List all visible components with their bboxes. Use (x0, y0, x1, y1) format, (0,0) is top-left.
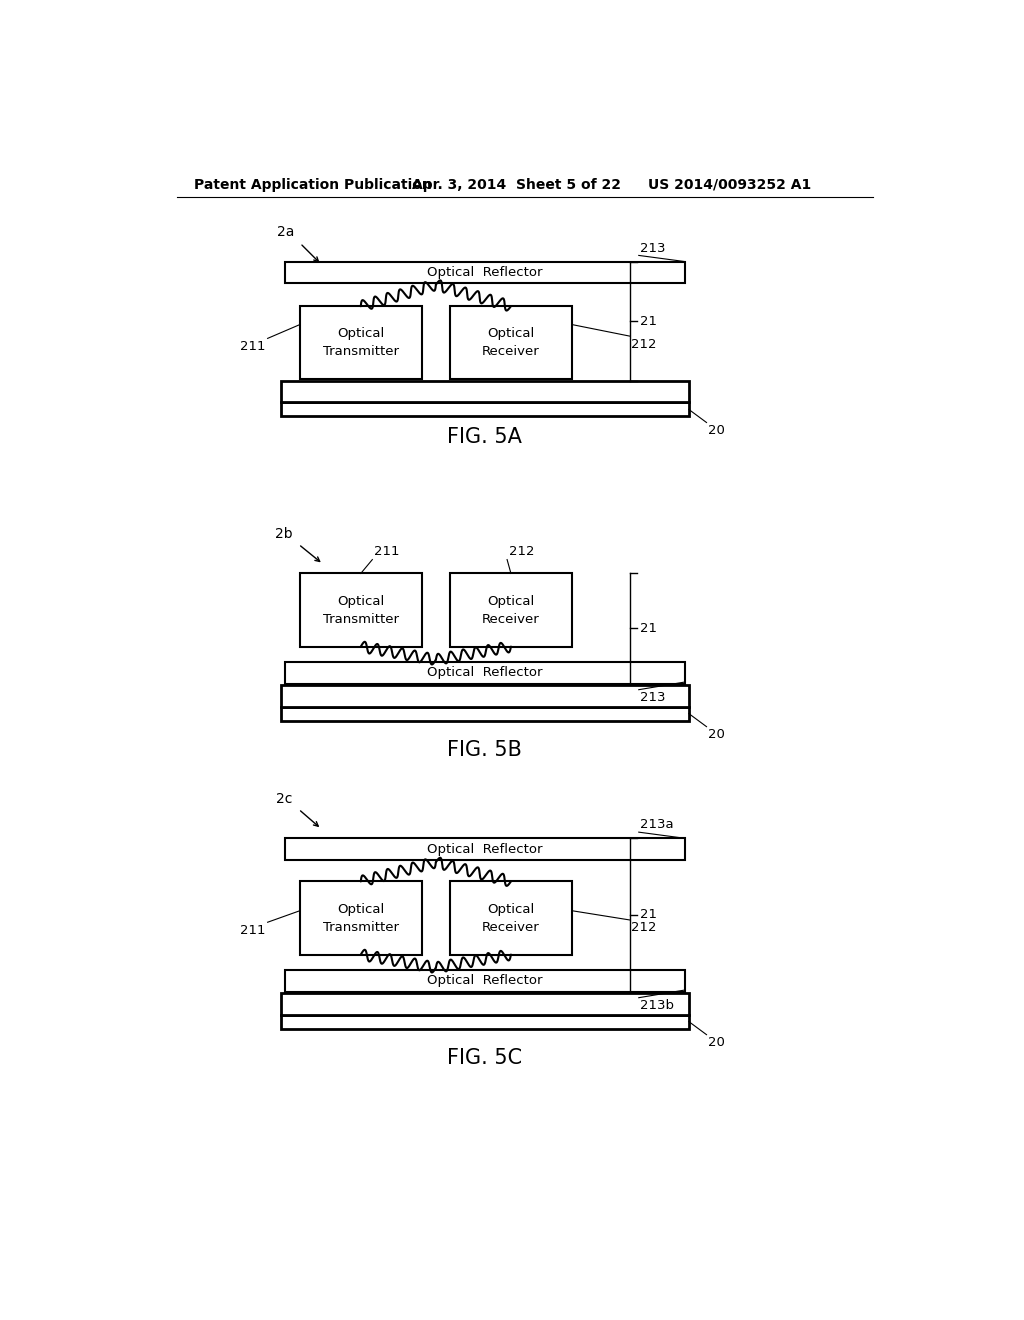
Text: 211: 211 (240, 924, 265, 937)
Bar (285, 663, 685, 684)
Bar (451, 306, 571, 379)
Bar (451, 573, 571, 647)
Text: Optical
Receiver: Optical Receiver (482, 327, 540, 358)
Text: 21: 21 (640, 622, 657, 635)
Text: 20: 20 (708, 424, 725, 437)
Text: 213: 213 (640, 242, 666, 255)
Text: Optical  Reflector: Optical Reflector (427, 265, 543, 279)
Text: Optical
Transmitter: Optical Transmitter (323, 327, 398, 358)
Text: FIG. 5B: FIG. 5B (447, 739, 522, 760)
Text: 212: 212 (631, 921, 656, 935)
Text: 2c: 2c (275, 792, 292, 807)
Text: Apr. 3, 2014  Sheet 5 of 22: Apr. 3, 2014 Sheet 5 of 22 (412, 178, 621, 191)
Text: FIG. 5A: FIG. 5A (447, 428, 522, 447)
Bar (451, 882, 571, 954)
Bar (300, 306, 422, 379)
Text: Optical  Reflector: Optical Reflector (427, 842, 543, 855)
Text: 212: 212 (509, 545, 535, 558)
Text: Optical
Receiver: Optical Receiver (482, 903, 540, 933)
Text: Optical
Transmitter: Optical Transmitter (323, 903, 398, 933)
Bar (281, 706, 689, 721)
Bar (300, 573, 422, 647)
Text: Optical  Reflector: Optical Reflector (427, 667, 543, 680)
Text: 213: 213 (640, 692, 666, 705)
Text: 21: 21 (640, 908, 657, 921)
Bar (281, 381, 689, 403)
Text: 20: 20 (708, 1036, 725, 1049)
Text: FIG. 5C: FIG. 5C (447, 1048, 522, 1068)
Text: Optical
Transmitter: Optical Transmitter (323, 594, 398, 626)
Bar (300, 882, 422, 954)
Text: Optical
Receiver: Optical Receiver (482, 594, 540, 626)
Bar (285, 838, 685, 859)
Text: 213a: 213a (640, 818, 674, 832)
Text: 213b: 213b (640, 999, 674, 1012)
Text: 211: 211 (240, 341, 265, 352)
Text: 212: 212 (631, 338, 656, 351)
Text: 2b: 2b (274, 527, 292, 541)
Text: US 2014/0093252 A1: US 2014/0093252 A1 (648, 178, 811, 191)
Text: 2a: 2a (278, 226, 295, 239)
Bar (281, 403, 689, 416)
Text: 21: 21 (640, 314, 657, 327)
Text: Patent Application Publication: Patent Application Publication (194, 178, 431, 191)
Text: 20: 20 (708, 729, 725, 742)
Bar (285, 261, 685, 284)
Bar (281, 685, 689, 706)
Text: 211: 211 (374, 545, 399, 558)
Text: Optical  Reflector: Optical Reflector (427, 974, 543, 987)
Bar (281, 1015, 689, 1028)
Bar (281, 993, 689, 1015)
Bar (285, 970, 685, 991)
